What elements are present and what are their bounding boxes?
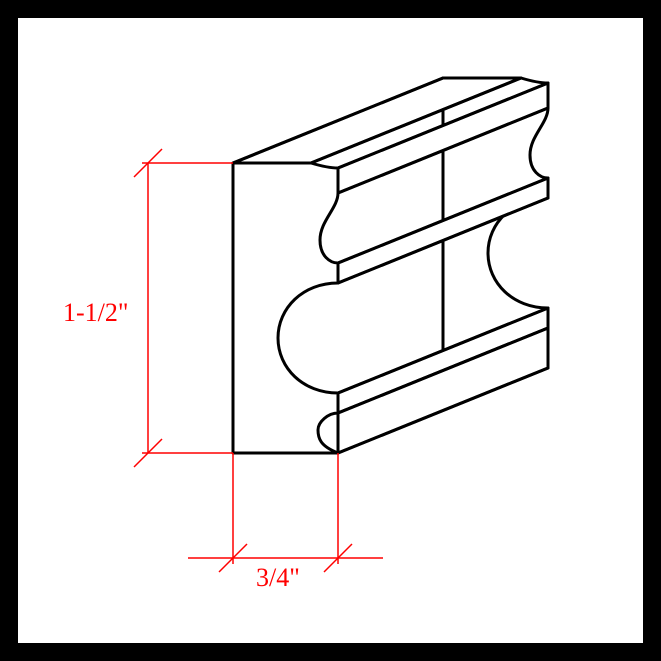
diagram-frame: 1-1/2" 3/4" <box>0 0 661 661</box>
front-face <box>233 163 338 453</box>
width-dimension-label: 3/4" <box>256 563 300 593</box>
molding-3d <box>233 78 548 453</box>
height-dimension-label: 1-1/2" <box>63 298 129 328</box>
profile-drawing <box>18 18 643 643</box>
